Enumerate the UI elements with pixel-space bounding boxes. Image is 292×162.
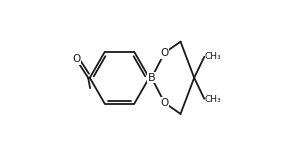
Text: CH₃: CH₃ [205, 95, 221, 104]
Text: O: O [72, 54, 80, 64]
Text: O: O [160, 48, 168, 58]
Text: B: B [148, 73, 155, 83]
Text: CH₃: CH₃ [205, 52, 221, 61]
Text: O: O [160, 98, 168, 108]
